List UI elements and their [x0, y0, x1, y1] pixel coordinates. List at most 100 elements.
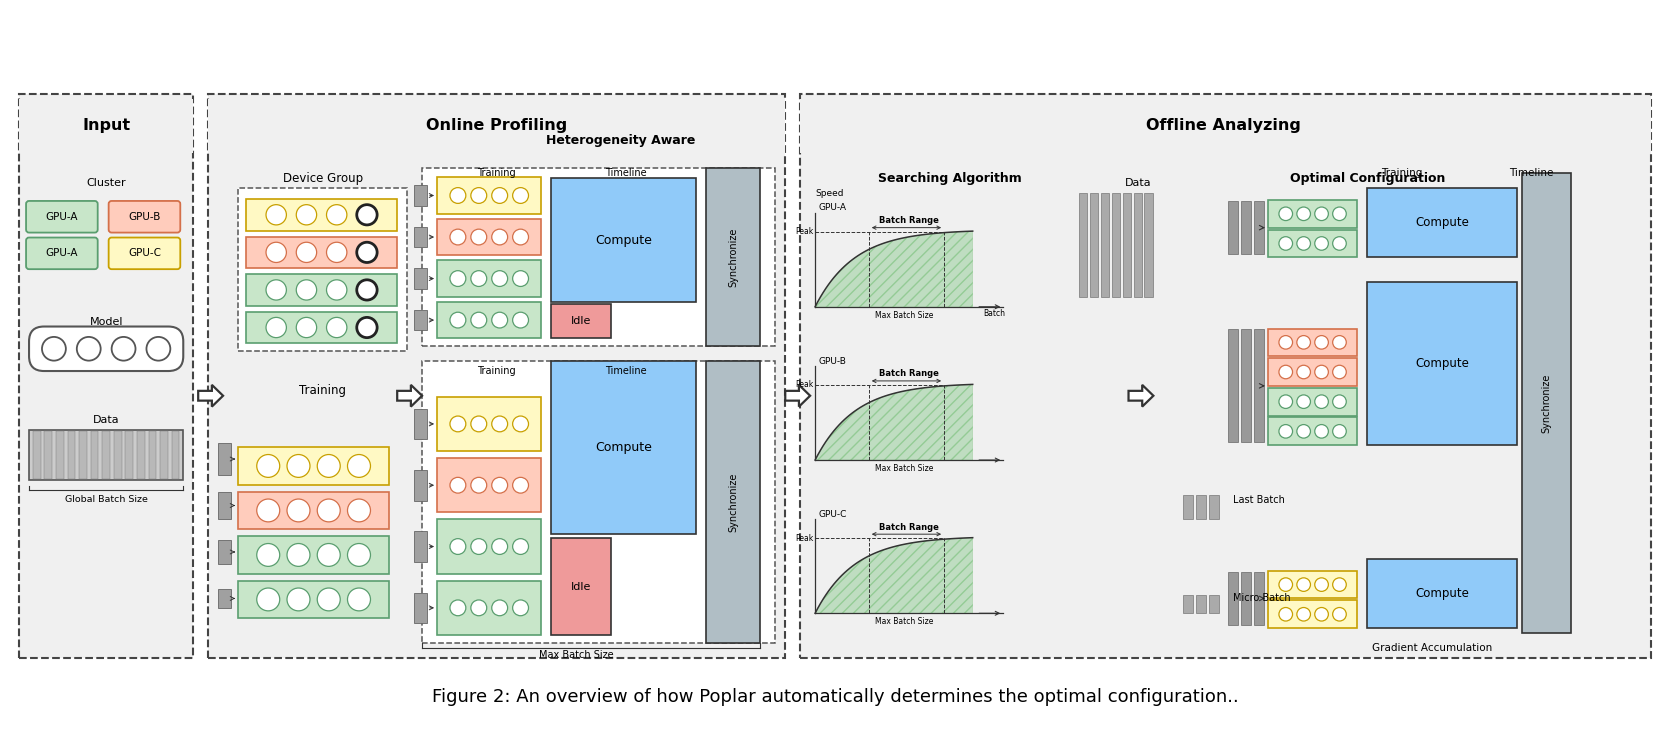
Bar — [245, 199, 397, 231]
Bar — [551, 361, 696, 534]
Bar — [414, 310, 428, 330]
Text: Compute: Compute — [595, 233, 651, 246]
Bar — [90, 431, 99, 479]
Circle shape — [1279, 395, 1293, 409]
Circle shape — [357, 317, 377, 338]
Circle shape — [1298, 607, 1311, 621]
Text: Max Batch Size: Max Batch Size — [539, 650, 613, 659]
Text: Max Batch Size: Max Batch Size — [875, 617, 934, 626]
Bar — [438, 519, 541, 574]
Circle shape — [1279, 578, 1293, 592]
Bar — [1122, 193, 1131, 297]
Circle shape — [1314, 236, 1328, 250]
Bar — [1368, 188, 1516, 257]
Bar — [245, 312, 397, 343]
Circle shape — [1279, 336, 1293, 349]
Text: Device Group: Device Group — [282, 172, 362, 185]
Circle shape — [1279, 607, 1293, 621]
Bar — [239, 447, 389, 485]
Text: Peak: Peak — [795, 227, 813, 236]
Text: Max Batch Size: Max Batch Size — [875, 310, 934, 319]
Circle shape — [327, 204, 347, 225]
Bar — [551, 178, 696, 302]
Circle shape — [42, 337, 65, 360]
Circle shape — [471, 313, 486, 328]
Circle shape — [1314, 424, 1328, 438]
Bar — [414, 592, 428, 623]
Bar — [209, 99, 785, 154]
Circle shape — [1333, 207, 1346, 221]
Circle shape — [491, 416, 508, 432]
Text: Optimal Configuration: Optimal Configuration — [1289, 172, 1445, 185]
Circle shape — [513, 416, 528, 432]
Bar — [1134, 193, 1142, 297]
Text: Gradient Accumulation: Gradient Accumulation — [1371, 643, 1491, 653]
Text: Compute: Compute — [595, 441, 651, 454]
Circle shape — [112, 337, 135, 360]
Text: Timeline: Timeline — [605, 169, 646, 178]
Circle shape — [471, 271, 486, 286]
Bar — [1268, 571, 1358, 598]
Bar — [172, 431, 179, 479]
Text: Training: Training — [478, 169, 516, 178]
Text: GPU-B: GPU-B — [129, 212, 160, 222]
Circle shape — [1279, 366, 1293, 379]
Bar — [414, 185, 428, 206]
Bar — [1268, 388, 1358, 416]
Circle shape — [449, 477, 466, 493]
Text: Speed: Speed — [815, 189, 843, 198]
Circle shape — [357, 280, 377, 300]
Circle shape — [266, 204, 286, 225]
Polygon shape — [1129, 385, 1154, 407]
Text: Max Batch Size: Max Batch Size — [875, 464, 934, 473]
Circle shape — [327, 280, 347, 300]
Bar — [45, 431, 52, 479]
Bar — [219, 492, 230, 519]
Circle shape — [327, 317, 347, 338]
Circle shape — [266, 280, 286, 300]
Bar — [1196, 495, 1206, 519]
Bar — [1254, 571, 1264, 625]
Polygon shape — [785, 385, 810, 407]
Circle shape — [357, 317, 377, 338]
Text: Idle: Idle — [571, 582, 591, 592]
Bar — [1144, 193, 1152, 297]
Circle shape — [471, 539, 486, 554]
Circle shape — [513, 477, 528, 493]
Circle shape — [1298, 395, 1311, 409]
Circle shape — [296, 204, 317, 225]
Circle shape — [471, 416, 486, 432]
Circle shape — [287, 454, 311, 477]
Circle shape — [1298, 578, 1311, 592]
Bar — [1112, 193, 1121, 297]
Text: Training: Training — [478, 366, 516, 376]
Circle shape — [1333, 607, 1346, 621]
Bar — [1227, 571, 1237, 625]
Text: GPU-A: GPU-A — [45, 248, 78, 258]
Circle shape — [1298, 424, 1311, 438]
Text: GPU-A: GPU-A — [45, 212, 78, 222]
Text: Data: Data — [1126, 178, 1152, 188]
Bar — [1268, 230, 1358, 257]
Bar — [1227, 330, 1237, 442]
Bar — [239, 188, 407, 351]
Bar — [219, 443, 230, 475]
Circle shape — [317, 454, 341, 477]
FancyBboxPatch shape — [27, 237, 99, 269]
Bar — [219, 589, 230, 608]
Circle shape — [1314, 336, 1328, 349]
Bar — [1368, 282, 1516, 445]
Circle shape — [513, 187, 528, 204]
Circle shape — [296, 317, 317, 338]
Text: Synchronize: Synchronize — [1541, 374, 1551, 433]
Bar — [1101, 193, 1109, 297]
Circle shape — [1333, 366, 1346, 379]
Text: Peak: Peak — [795, 533, 813, 542]
Circle shape — [317, 588, 341, 611]
Circle shape — [266, 317, 286, 338]
Bar — [800, 94, 1652, 658]
Circle shape — [1333, 236, 1346, 250]
Polygon shape — [397, 385, 423, 407]
Bar — [1268, 200, 1358, 228]
Circle shape — [257, 544, 281, 566]
